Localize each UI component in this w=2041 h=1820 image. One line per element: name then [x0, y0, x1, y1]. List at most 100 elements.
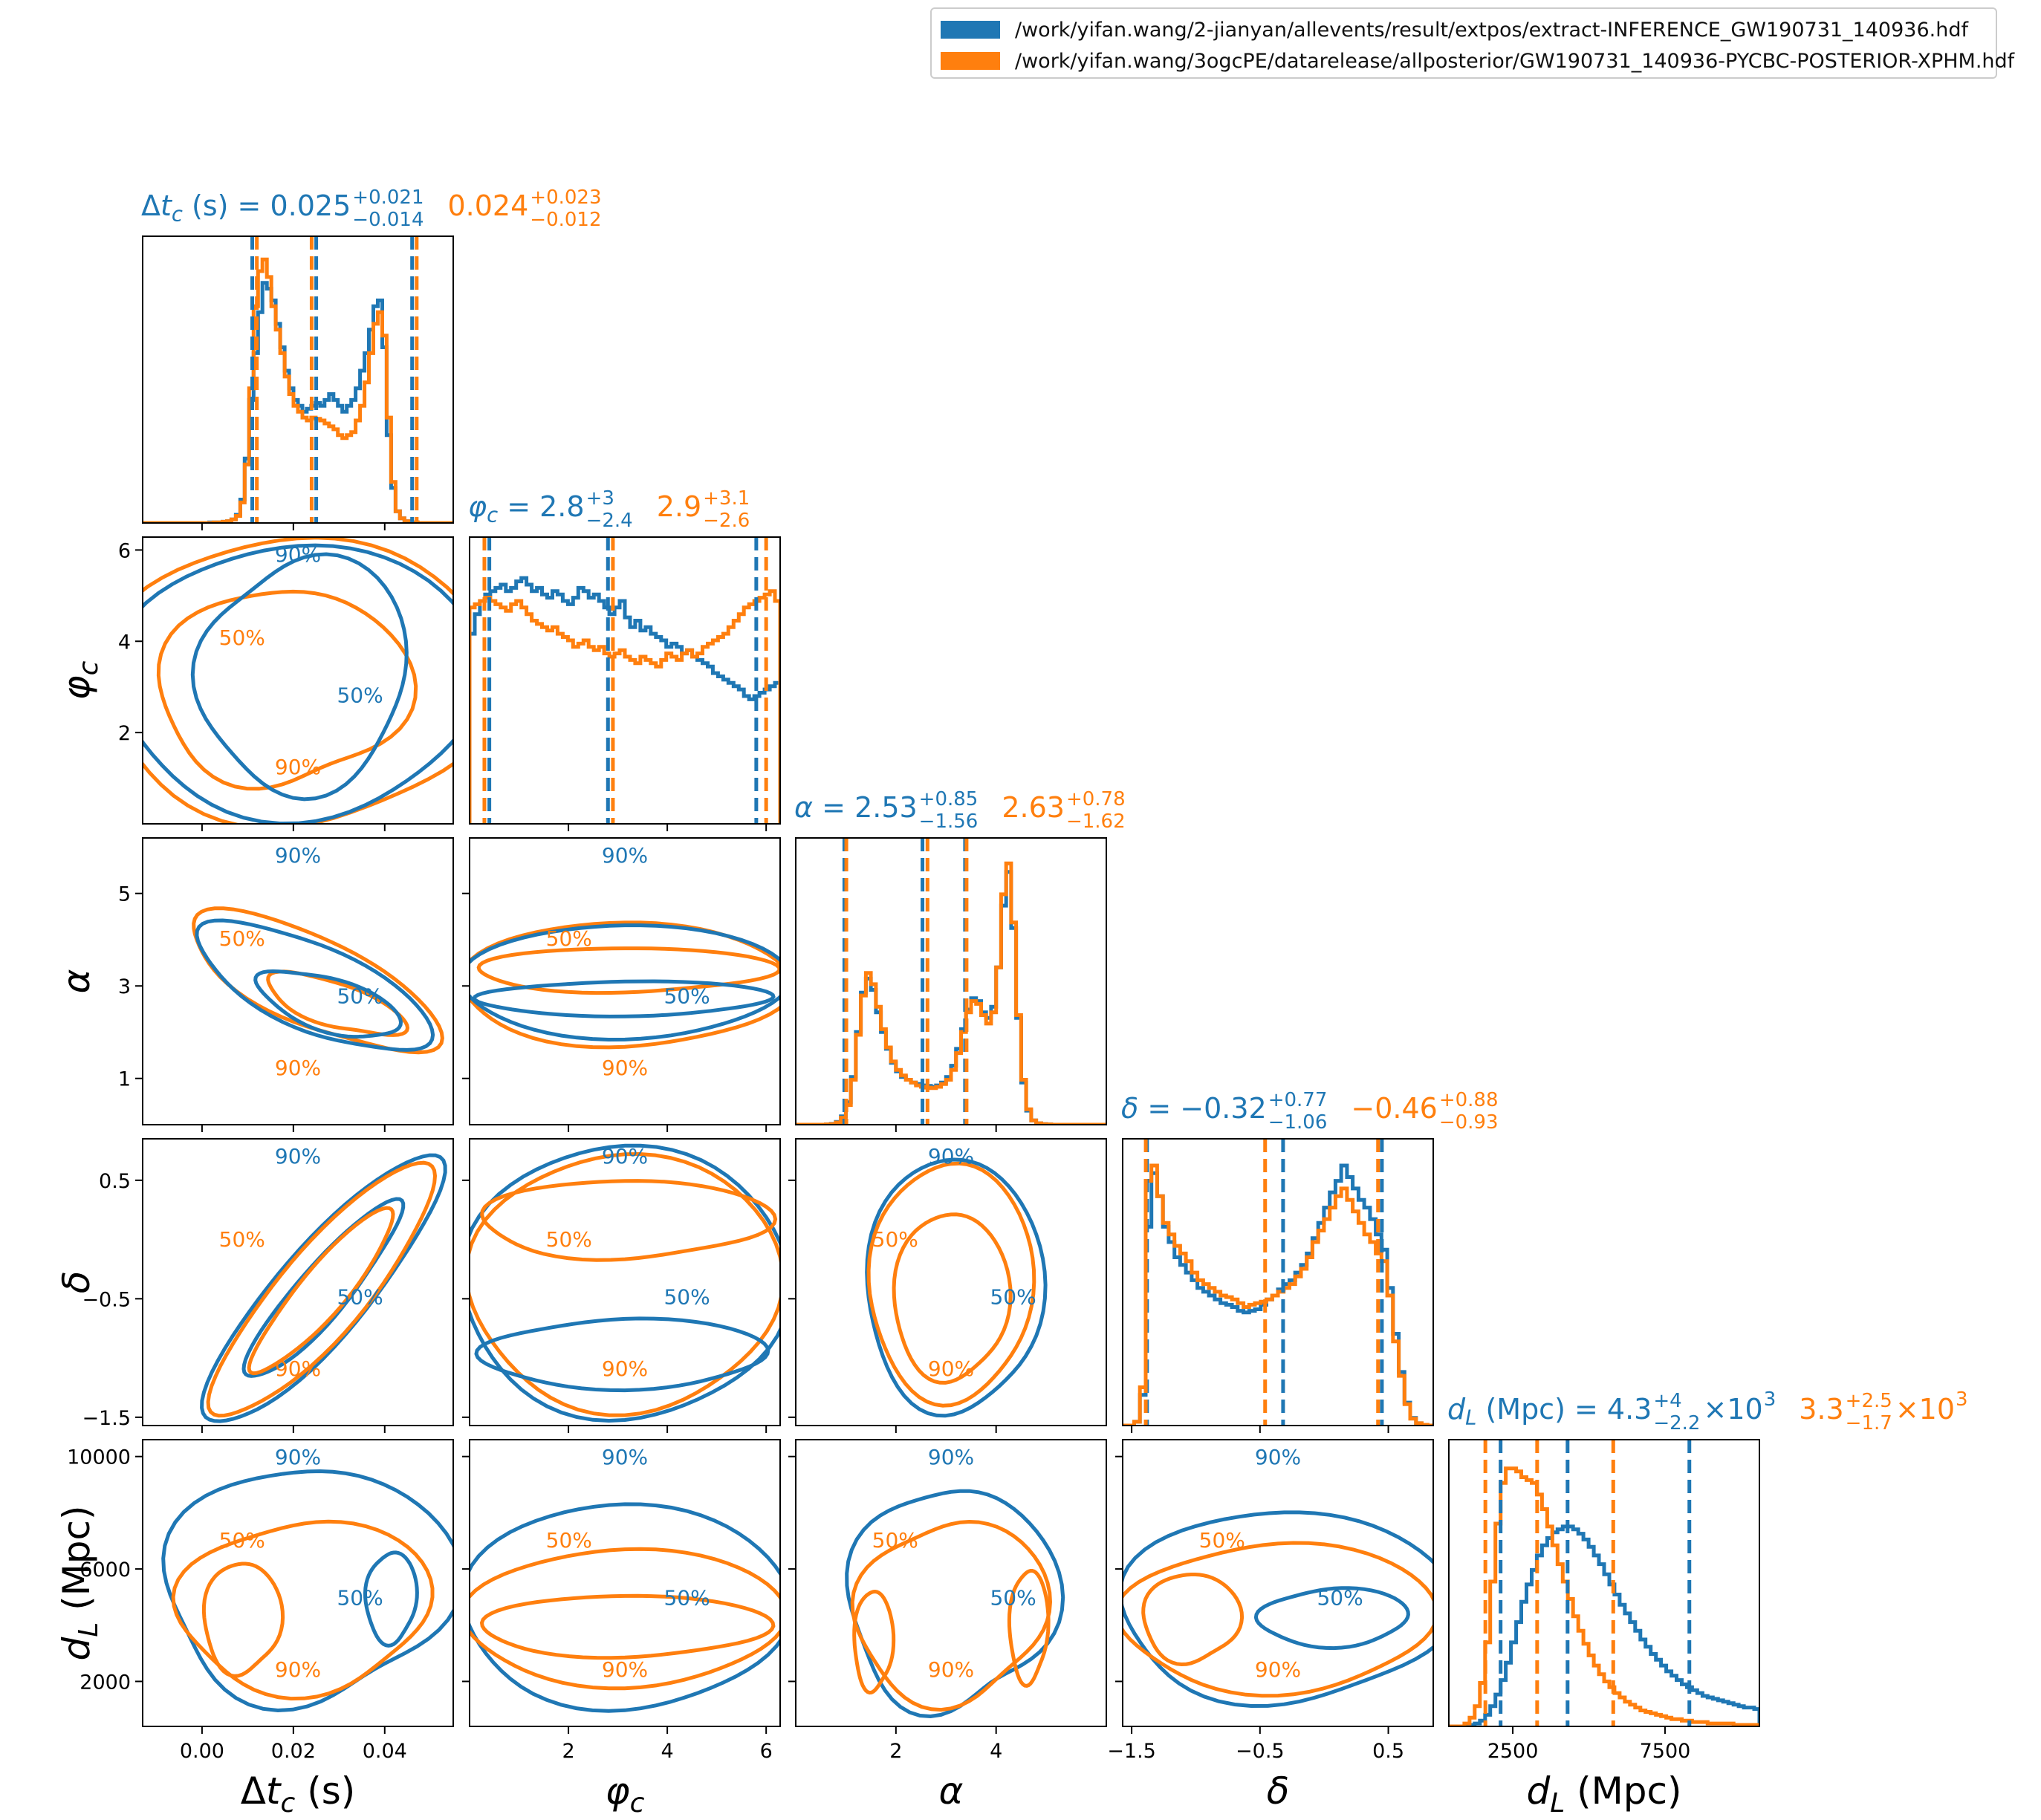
panel-dtc-phic: 90% 90% 50% 50% 2 4 6	[118, 536, 454, 831]
panel-bg	[796, 1139, 1106, 1426]
contour-s1-3	[474, 1316, 770, 1393]
svg-text:α: α	[939, 1769, 964, 1813]
contour-s2-1	[850, 1519, 1053, 1712]
xtick-label: −1.5	[1107, 1740, 1156, 1763]
ytick-label: −1.5	[82, 1407, 131, 1430]
panel-bg	[143, 1440, 453, 1726]
contours-phic-dl: 90% 90% 50% 50%	[470, 1445, 780, 1713]
contour-s1-3	[363, 1550, 419, 1648]
ytick-label: −0.5	[82, 1288, 131, 1311]
panel-dtc-alpha: 90% 90% 50% 50% 1 3 5	[118, 837, 454, 1132]
contour-label-1: 90%	[275, 755, 321, 779]
panel-phic-phic	[469, 536, 781, 831]
summary-title-alpha: α = 2.53 +0.85−1.56 2.63 +0.78−1.62	[794, 788, 1126, 833]
xtick-label: 0.5	[1372, 1740, 1404, 1763]
svg-text:φc: φc	[55, 660, 104, 700]
summary-plus-s2-dtc: +0.023	[530, 186, 601, 209]
contours-alpha-delta: 90% 90% 50% 50%	[865, 1144, 1048, 1418]
xtick-label: 2	[889, 1740, 902, 1763]
summary-minus-s1-dl: −2.2	[1653, 1412, 1700, 1434]
summary-plus-s2-alpha: +0.78	[1066, 788, 1126, 810]
legend-entry-series2: /work/yifan.wang/3ogcPE/datarelease/allp…	[941, 46, 2014, 76]
xtick-label: 4	[661, 1740, 674, 1763]
panel-frame	[795, 1439, 1107, 1727]
svg-text:α: α	[55, 969, 98, 993]
contour-label-1: 90%	[275, 1356, 321, 1381]
xtick-label: −0.5	[1236, 1740, 1285, 1763]
contour-label-2: 50%	[872, 1528, 918, 1553]
contour-s2-2	[266, 969, 410, 1037]
panel-frame	[795, 837, 1107, 1125]
contour-s2-3	[1007, 1569, 1051, 1688]
ytick-label: 6000	[80, 1559, 131, 1582]
contour-s1-1	[470, 923, 780, 1042]
panel-frame	[142, 837, 454, 1125]
contour-label-1: 90%	[275, 1657, 321, 1682]
contour-s2-2	[852, 1589, 896, 1695]
panel-delta-dl: 90% 90% 50% 50% −1.5 −0.5 0.5	[1107, 1439, 1434, 1763]
panel-dtc-delta: 90% 90% 50% 50% −1.5 −0.5 0.5	[82, 1138, 454, 1433]
summary-pow-s2-dl: 3	[1956, 1388, 1968, 1411]
contour-label-1: 90%	[1255, 1657, 1301, 1682]
xtick-label: 0.04	[363, 1740, 407, 1763]
ytick-label: 1	[118, 1068, 131, 1091]
panel-phic-dl: 90% 90% 50% 50% 2 4 6	[462, 1439, 781, 1763]
hist-line-series1	[1449, 1524, 1759, 1726]
panel-phic-alpha: 90% 90% 50% 50%	[462, 837, 781, 1132]
summary-plus-s1-alpha: +0.85	[919, 788, 979, 810]
summary-title-dl: dL (Mpc) = 4.3 +4−2.2 ×10 3 3.3 +2.5−1.7 ×10 3	[1447, 1388, 1968, 1434]
summary-plus-s1-dl: +4	[1653, 1390, 1681, 1412]
contour-label-3: 50%	[663, 1585, 710, 1610]
panel-dtc-dtc	[142, 235, 454, 530]
summary-exp-s2-dl: ×10	[1895, 1393, 1955, 1426]
axis-label-dl: dL (Mpc)	[55, 1505, 104, 1660]
axis-label-delta: δ	[1267, 1769, 1290, 1813]
svg-text:dL (Mpc) = 4.3: dL (Mpc) = 4.3	[1447, 1393, 1652, 1430]
contour-label-2: 50%	[219, 926, 265, 951]
contour-s2-2	[480, 1179, 778, 1262]
summary-minus-s1-phic: −2.4	[586, 510, 633, 532]
svg-text:φc: φc	[606, 1769, 645, 1819]
panel-alpha-alpha	[795, 837, 1107, 1132]
contour-label-0: 90%	[602, 843, 648, 868]
hist-phic	[470, 537, 780, 824]
summary-plus-s2-phic: +3.1	[703, 487, 750, 510]
contour-label-2: 50%	[546, 926, 592, 951]
contour-s1-3	[190, 552, 409, 802]
summary-minus-s1-dtc: −0.014	[352, 209, 424, 231]
contour-label-3: 50%	[337, 984, 383, 1008]
panel-frame	[795, 1138, 1107, 1426]
xtick-label: 7500	[1640, 1740, 1691, 1763]
contour-s2-1	[171, 1519, 435, 1701]
contour-s2-2	[1141, 1573, 1245, 1667]
summary-minus-s2-dl: −1.7	[1846, 1412, 1892, 1434]
contour-label-3: 50%	[663, 1284, 710, 1309]
svg-text:δ = −0.32: δ = −0.32	[1121, 1092, 1267, 1125]
hist-alpha	[796, 838, 1106, 1125]
contour-label-3: 50%	[663, 984, 710, 1008]
contour-label-1: 90%	[602, 1056, 648, 1080]
panel-bg	[143, 236, 453, 523]
summary-title-delta: δ = −0.32 +0.77−1.06 −0.46 +0.88−0.93	[1121, 1089, 1499, 1134]
contours-dtc-alpha: 90% 90% 50% 50%	[192, 843, 444, 1080]
legend-swatch-series2	[941, 52, 1000, 70]
summary-minus-s2-dtc: −0.012	[530, 209, 601, 231]
xtick-label: 6	[760, 1740, 773, 1763]
contour-label-3: 50%	[1317, 1585, 1363, 1610]
panel-bg	[796, 838, 1106, 1125]
summary-minus-s1-delta: −1.06	[1268, 1111, 1328, 1134]
contour-label-1: 90%	[928, 1657, 974, 1682]
contour-label-2: 50%	[219, 1528, 265, 1553]
ytick-label: 0.5	[99, 1170, 131, 1193]
contour-s2-2	[479, 1593, 776, 1660]
contour-label-0: 90%	[928, 1144, 974, 1169]
axis-label-dl: dL (Mpc)	[1526, 1769, 1681, 1819]
contour-label-0: 90%	[1255, 1445, 1301, 1469]
hist-delta	[1123, 1139, 1433, 1426]
axis-label-delta: δ	[55, 1271, 98, 1294]
ytick-label: 4	[118, 631, 131, 654]
panel-frame	[1122, 1439, 1434, 1727]
contour-label-3: 50%	[337, 1284, 383, 1309]
ytick-label: 3	[118, 975, 131, 998]
panel-frame	[142, 1138, 454, 1426]
